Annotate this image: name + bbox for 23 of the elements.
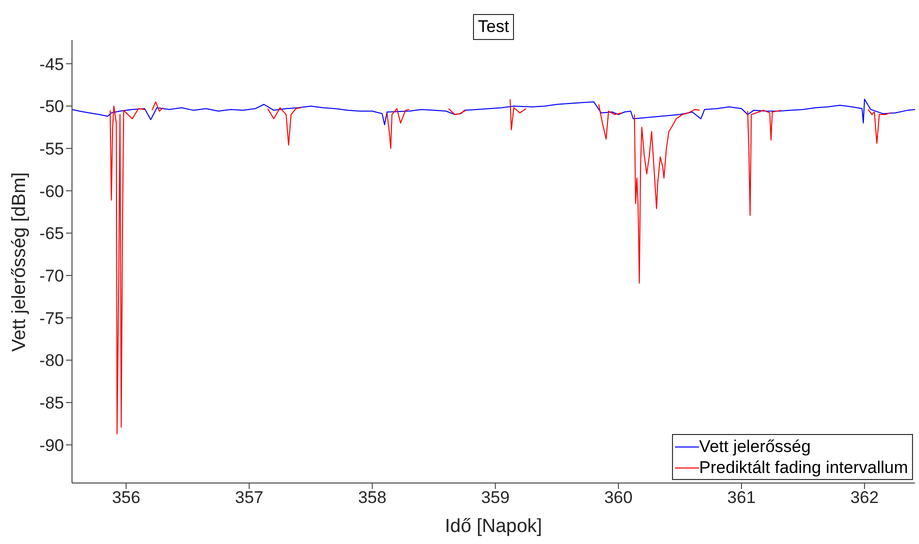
x-tick-label: 357	[235, 488, 264, 508]
y-tick-label: -45	[39, 54, 64, 74]
y-tick-label: -65	[39, 224, 64, 244]
x-tick-label: 359	[481, 488, 510, 508]
legend-label: Vett jelerősség	[699, 436, 811, 457]
y-axis-title: Vett jelerősség [dBm]	[9, 172, 31, 352]
y-tick-label: -90	[39, 436, 64, 455]
y-tick-label: -80	[39, 351, 64, 370]
y-tick-label: -75	[39, 308, 64, 328]
x-tick-label: 356	[112, 488, 140, 508]
y-tick-label: -50	[39, 97, 64, 116]
y-tick-label: -55	[39, 139, 64, 158]
y-tick-label: -60	[39, 182, 64, 201]
x-tick-label: 360	[604, 488, 633, 508]
line-series	[72, 98, 915, 126]
x-axis-title: Idő [Napok]	[444, 516, 542, 537]
x-tick-label: 362	[850, 488, 879, 508]
chart-title: Test	[472, 14, 514, 40]
x-tick-label: 358	[358, 488, 386, 508]
legend-label: Prediktált fading intervallum	[699, 457, 908, 478]
y-tick-label: -70	[39, 266, 64, 286]
y-tick-label: -85	[39, 394, 64, 413]
x-tick-label: 361	[727, 488, 756, 508]
